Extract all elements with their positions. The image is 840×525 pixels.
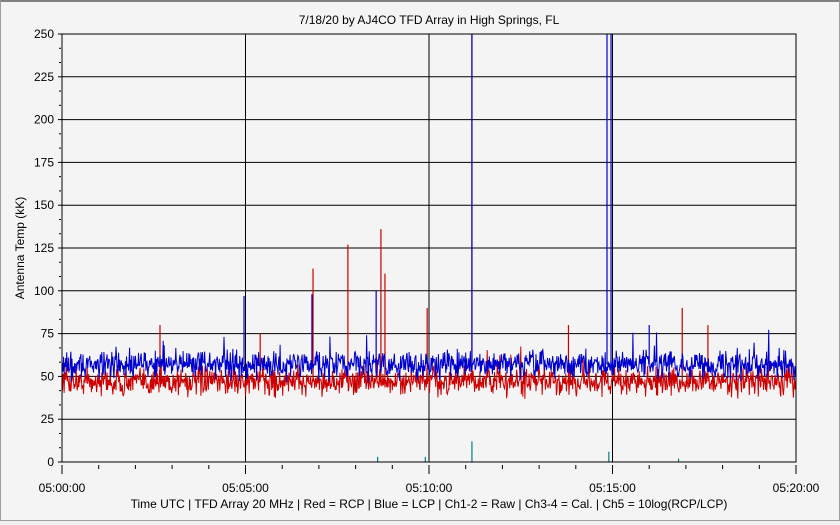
y-tick-label: 250: [34, 27, 54, 41]
series-rcp-line: [61, 346, 797, 399]
y-tick-label: 100: [34, 284, 54, 298]
x-tick-label: 05:05:00: [222, 481, 269, 495]
series-lcp-line: [61, 329, 797, 383]
y-axis: 0 25 50 75 100 125 150 175 200 225 250: [34, 27, 62, 469]
x-axis: 05:00:00 05:05:00 05:10:00 05:15:00 05:20:00: [39, 465, 820, 495]
y-axis-label: Antenna Temp (kK): [13, 197, 27, 300]
y-tick-label: 75: [41, 327, 55, 341]
x-tick-label: 05:00:00: [39, 481, 86, 495]
y-tick-label: 50: [41, 369, 55, 383]
y-tick-label: 200: [34, 113, 54, 127]
y-tick-label: 175: [34, 155, 54, 169]
chart-title: 7/18/20 by AJ4CO TFD Array in High Sprin…: [299, 13, 560, 27]
y-tick-label: 0: [47, 455, 54, 469]
y-tick-label: 225: [34, 70, 54, 84]
y-tick-label: 25: [41, 412, 55, 426]
x-axis-label: Time UTC | TFD Array 20 MHz | Red = RCP …: [131, 497, 728, 511]
y-tick-label: 125: [34, 241, 54, 255]
x-tick-label: 05:15:00: [589, 481, 636, 495]
y-tick-label: 150: [34, 198, 54, 212]
traces: [61, 34, 797, 462]
x-tick-label: 05:10:00: [406, 481, 453, 495]
x-tick-label: 05:20:00: [773, 481, 820, 495]
